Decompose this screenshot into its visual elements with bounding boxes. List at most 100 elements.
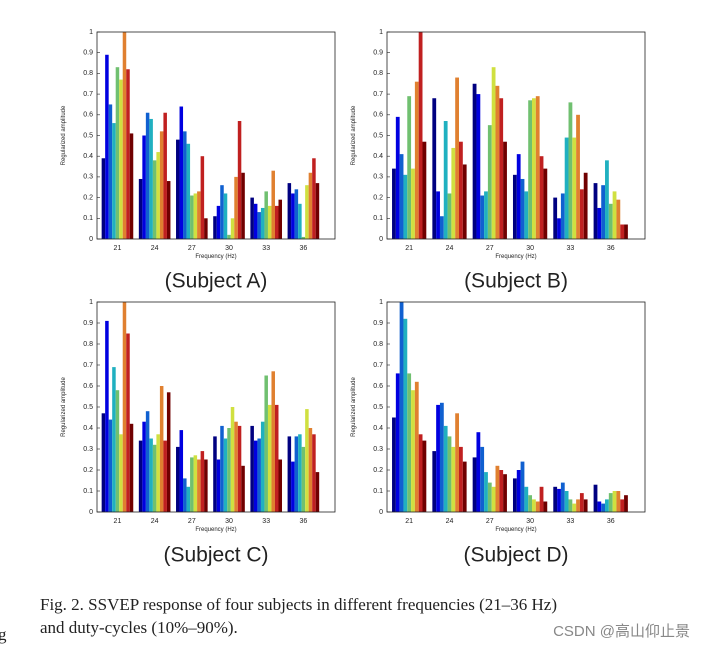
bar <box>516 470 521 512</box>
bar <box>156 152 160 239</box>
x-tick-label: 30 <box>526 245 534 252</box>
bar <box>455 413 460 512</box>
watermark: CSDN @高山仰止景 <box>553 623 690 640</box>
bar <box>593 484 598 512</box>
bar <box>260 207 265 239</box>
bar <box>234 421 238 512</box>
y-tick-label: 1 <box>379 299 383 306</box>
bar <box>204 459 208 512</box>
bar <box>499 470 504 512</box>
y-axis-label: Regularized amplitude <box>61 105 67 165</box>
bar <box>142 135 146 239</box>
x-axis-label: Frequency (Hz) <box>495 254 536 260</box>
caption-line: and duty-cycles (10%–90%). <box>40 618 238 637</box>
bar <box>411 168 415 239</box>
x-tick-label: 21 <box>114 518 122 525</box>
bar <box>101 158 106 239</box>
bar <box>126 333 130 512</box>
bar <box>149 118 153 239</box>
bar <box>315 472 320 512</box>
y-tick-label: 0.9 <box>373 320 383 327</box>
bar <box>451 446 456 512</box>
y-tick-label: 0.8 <box>83 341 93 348</box>
bar <box>601 503 606 512</box>
bar <box>395 373 400 512</box>
bar <box>605 499 609 512</box>
plot-frame <box>96 301 336 513</box>
y-tick-label: 0.1 <box>373 488 383 495</box>
bar <box>308 172 313 239</box>
bar <box>149 438 153 512</box>
bar <box>451 147 456 239</box>
x-tick-label: 21 <box>114 245 122 252</box>
bar <box>472 83 477 239</box>
y-axis-label: Regularized amplitude <box>351 376 357 436</box>
y-tick-label: 0 <box>379 236 383 243</box>
y-tick-label: 0.6 <box>83 112 93 119</box>
bar <box>183 131 187 239</box>
y-tick-label: 0.1 <box>83 488 93 495</box>
bar <box>422 440 427 512</box>
y-tick-label: 1 <box>379 29 383 36</box>
bar <box>520 461 525 512</box>
x-tick-label: 33 <box>262 245 270 252</box>
bar <box>291 193 295 239</box>
x-tick-label: 27 <box>188 245 196 252</box>
bar <box>608 203 613 239</box>
bar <box>608 493 613 512</box>
y-tick-label: 0.3 <box>373 446 383 453</box>
bar <box>414 381 419 512</box>
bar <box>108 104 113 239</box>
bar <box>616 199 621 239</box>
bar <box>105 320 109 512</box>
bar <box>142 421 146 512</box>
bar <box>257 438 261 512</box>
bar <box>267 404 272 512</box>
bar <box>287 436 292 512</box>
bar <box>190 457 194 512</box>
x-tick-label: 33 <box>567 245 575 252</box>
bar <box>227 428 231 512</box>
x-tick-label: 33 <box>262 518 270 525</box>
chart-title: (Subject C) <box>163 544 268 567</box>
bar <box>176 139 180 239</box>
bar <box>241 172 245 239</box>
bar <box>129 423 134 512</box>
y-tick-label: 0.6 <box>373 112 383 119</box>
x-tick-label: 21 <box>405 245 413 252</box>
bar <box>620 499 625 512</box>
bar <box>539 156 544 239</box>
y-tick-label: 0.6 <box>83 383 93 390</box>
y-tick-label: 0.3 <box>373 174 383 181</box>
bar <box>152 160 157 239</box>
caption-line: Fig. 2. SSVEP response of four subjects … <box>40 595 557 614</box>
y-tick-label: 0 <box>89 236 93 243</box>
bar <box>227 234 231 239</box>
plot-frame <box>386 301 646 513</box>
bar <box>237 121 242 239</box>
margin-text: g <box>0 625 7 644</box>
bar <box>186 143 191 239</box>
bar <box>476 432 481 512</box>
x-tick-label: 33 <box>567 518 575 525</box>
y-tick-label: 0.2 <box>83 467 93 474</box>
bar <box>145 411 150 512</box>
y-tick-label: 0.7 <box>83 91 93 98</box>
bar <box>439 216 444 239</box>
bar <box>407 373 412 512</box>
bar <box>159 386 164 512</box>
bar <box>597 207 602 239</box>
bar <box>414 81 419 240</box>
y-tick-label: 0.3 <box>83 446 93 453</box>
bar <box>250 197 254 239</box>
bar <box>503 141 507 239</box>
bar <box>183 478 187 512</box>
bar <box>612 191 617 239</box>
bar <box>557 488 561 512</box>
bar <box>462 164 467 239</box>
bar <box>267 205 272 239</box>
bar <box>166 392 171 512</box>
bar <box>392 168 396 239</box>
bar <box>418 434 423 512</box>
